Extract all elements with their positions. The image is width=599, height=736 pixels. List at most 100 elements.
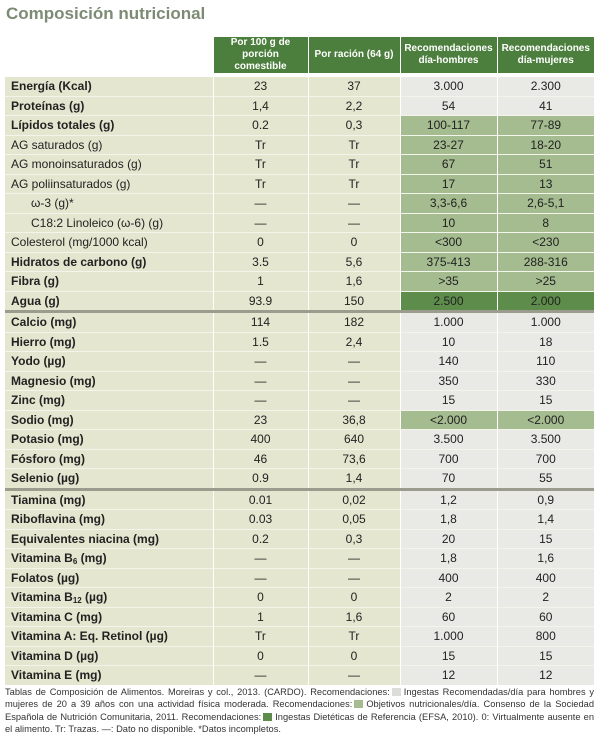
table-cell: 700 (496, 448, 594, 469)
table-cell: 13 (496, 173, 594, 194)
label-text: Vitamina B (11, 550, 73, 565)
table-row: Vitamina C (mg) 1 1,6 60 60 (5, 606, 594, 627)
table-cell: >25 (496, 271, 594, 291)
table-cell: 0,05 (307, 509, 400, 529)
table-cell: 110 (496, 351, 594, 371)
table-cell: 100-117 (399, 115, 497, 135)
row-label: Riboflavina (mg) (5, 509, 213, 529)
table-row: Calcio (mg) 114 182 1.000 1.000 (5, 310, 594, 332)
table-cell: — (307, 390, 400, 410)
footnote-text: Tablas de Composición de Alimentos. More… (5, 687, 390, 697)
table-cell: 23-27 (399, 134, 497, 155)
table-cell: 2,4 (307, 331, 400, 352)
table-cell: 73,6 (307, 448, 400, 469)
table-cell: 60 (496, 606, 594, 627)
table-cell: 0.01 (212, 487, 308, 510)
row-label: Vitamina E (mg) (5, 665, 213, 685)
column-header: Recomendaciones día-mujeres (496, 37, 594, 75)
column-header: Recomendaciones día-hombres (399, 37, 497, 75)
table-cell: >35 (399, 271, 497, 291)
table-row: Vitamina E (mg) — —12 12 (5, 665, 594, 685)
table-cell: <300 (399, 232, 497, 252)
row-label: C18:2 Linoleico (ω-6) (g) (5, 212, 213, 233)
table-cell: Tr (212, 173, 308, 194)
table-cell: 0 (212, 645, 308, 666)
table-row: Energía (Kcal) 23 37 3.000 2.300 (5, 73, 594, 96)
table-cell: 400 (496, 567, 594, 588)
table-cell: 700 (399, 448, 497, 469)
table-cell: — (212, 567, 308, 588)
label-text: Vitamina B (11, 589, 73, 604)
table-cell: — (307, 351, 400, 371)
table-cell: — (307, 212, 400, 233)
table-cell: — (307, 548, 400, 568)
table-cell: 3.500 (496, 429, 594, 449)
row-label: Vitamina C (mg) (5, 606, 213, 627)
table-cell: 54 (399, 95, 497, 116)
legend-swatch (263, 712, 273, 721)
table-cell: 36,8 (307, 409, 400, 430)
table-row: Magnesio (mg) — —350 330 (5, 370, 594, 391)
table-cell: 1,6 (307, 606, 400, 627)
table-cell: 0,3 (307, 115, 400, 135)
table-cell: 150 (307, 290, 400, 312)
row-label: Selenio (µg) (5, 468, 213, 489)
table-cell: 1,4 (307, 468, 400, 489)
table-cell: 1,4 (496, 509, 594, 529)
table-cell: — (212, 548, 308, 568)
row-label: AG saturados (g) (5, 134, 213, 155)
row-label: Colesterol (mg/1000 kcal) (5, 232, 213, 252)
row-label: Fibra (g) (5, 271, 213, 291)
table-row: Agua (g) 93.9 150 2.500 2.000 (5, 290, 594, 312)
footnote-text: Ingestas Dietéticas de Referencia (EFSA,… (5, 711, 594, 735)
table-cell: 0,3 (307, 528, 400, 549)
footnote-text: Ingestas Recomendadas/día para hombres y… (5, 687, 594, 710)
table-cell: 114 (212, 310, 308, 332)
table-row: Sodio (mg) 23 36,8 <2.000 <2.000 (5, 409, 594, 430)
row-label: Vitamina B6 (mg) (5, 548, 213, 568)
table-cell: 51 (496, 154, 594, 174)
table-cell: <2.000 (399, 409, 497, 430)
table-row: ω-3 (g)* — —3,3-6,6 2,6-5,1 (5, 193, 594, 213)
table-cell: 67 (399, 154, 497, 174)
table-cell: 3.000 (399, 73, 497, 96)
table-cell: Tr (212, 626, 308, 646)
table-cell: 1,6 (496, 548, 594, 568)
table-cell: — (307, 193, 400, 213)
table-cell: 23 (212, 409, 308, 430)
table-cell: 375-413 (399, 251, 497, 272)
table-cell: — (307, 567, 400, 588)
row-label: Agua (g) (5, 290, 213, 312)
legend-swatch (391, 688, 401, 696)
row-label: Vitamina B12 (µg) (5, 587, 213, 607)
table-cell: 400 (399, 567, 497, 588)
table-cell: 10 (399, 331, 497, 352)
table-cell: — (212, 390, 308, 410)
table-cell: 1.000 (399, 310, 497, 332)
table-cell: 0 (307, 232, 400, 252)
table-cell: Tr (307, 134, 400, 155)
table-cell: 0.2 (212, 528, 308, 549)
table-row: AG saturados (g) Tr Tr 23-27 18-20 (5, 134, 594, 155)
row-label: Magnesio (mg) (5, 370, 213, 391)
footnote: Tablas de Composición de Alimentos. More… (5, 686, 594, 736)
title: Composición nutricional (6, 4, 206, 23)
table-cell: Tr (212, 154, 308, 174)
table-cell: 800 (496, 626, 594, 646)
row-label: Tiamina (mg) (5, 487, 213, 510)
table-row: C18:2 Linoleico (ω-6) (g) — —10 8 (5, 212, 594, 233)
table-cell: Tr (307, 173, 400, 194)
row-label: Fósforo (mg) (5, 448, 213, 469)
table-cell: 330 (496, 370, 594, 391)
table-cell: 0.03 (212, 509, 308, 529)
row-label: Lípidos totales (g) (5, 115, 213, 135)
table-cell: 23 (212, 73, 308, 96)
table-row: Fósforo (mg) 46 73,6 700 700 (5, 448, 594, 469)
table-cell: 46 (212, 448, 308, 469)
table-cell: — (212, 212, 308, 233)
table-cell: 350 (399, 370, 497, 391)
table-cell: 182 (307, 310, 400, 332)
table-row: Folatos (µg) — —400 400 (5, 567, 594, 588)
table-header: Por 100 g de porción comestible Por ració… (5, 37, 594, 75)
